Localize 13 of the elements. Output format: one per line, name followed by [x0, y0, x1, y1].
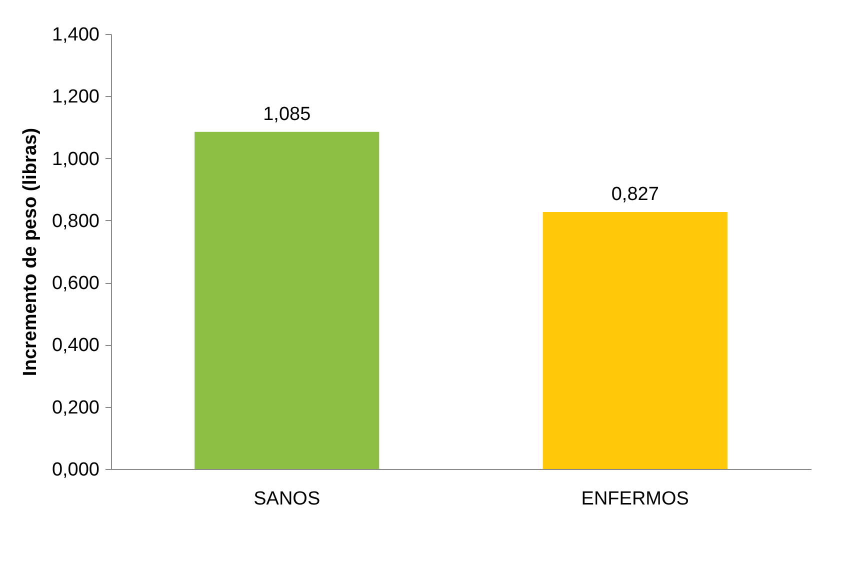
- y-tick-label: 1,200: [52, 86, 100, 108]
- y-tick-label: 1,000: [52, 148, 100, 170]
- y-tick-label: 0,200: [52, 397, 100, 418]
- y-tick-label: 0,600: [52, 273, 100, 294]
- data-label: 0,827: [611, 184, 659, 206]
- x-tick-label: SANOS: [254, 488, 320, 510]
- y-tick-label: 1,400: [52, 24, 100, 46]
- y-tick-label: 0,000: [52, 460, 100, 480]
- x-tick-label: ENFERMOS: [581, 488, 689, 510]
- y-tick-label: 0,400: [52, 335, 100, 356]
- y-axis-title: Incremento de peso (libras): [20, 128, 41, 376]
- y-tick-label: 0,800: [52, 210, 100, 232]
- data-label: 1,085: [263, 104, 311, 125]
